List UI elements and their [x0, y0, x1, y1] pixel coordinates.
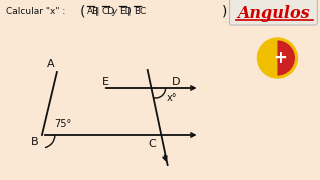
Text: Calcular "x" :: Calcular "x" : [6, 6, 65, 15]
Wedge shape [277, 40, 295, 76]
Text: ∥: ∥ [95, 6, 100, 15]
Text: A: A [47, 59, 55, 69]
Text: B: B [31, 137, 39, 147]
Text: ED: ED [119, 6, 132, 15]
Text: x°: x° [167, 93, 177, 103]
Text: D: D [172, 77, 180, 87]
Text: ): ) [221, 4, 227, 18]
Text: CD: CD [102, 6, 115, 15]
Text: 75°: 75° [54, 119, 71, 129]
Text: E: E [102, 77, 109, 87]
Text: BC: BC [134, 6, 147, 15]
Text: AB: AB [87, 6, 99, 15]
Text: ∥: ∥ [127, 6, 132, 15]
FancyBboxPatch shape [229, 0, 317, 25]
Text: Angulos: Angulos [237, 4, 310, 21]
Text: y: y [111, 6, 116, 15]
Text: +: + [274, 49, 287, 67]
Text: C: C [149, 139, 156, 149]
Text: (: ( [80, 4, 85, 18]
Circle shape [258, 38, 297, 78]
